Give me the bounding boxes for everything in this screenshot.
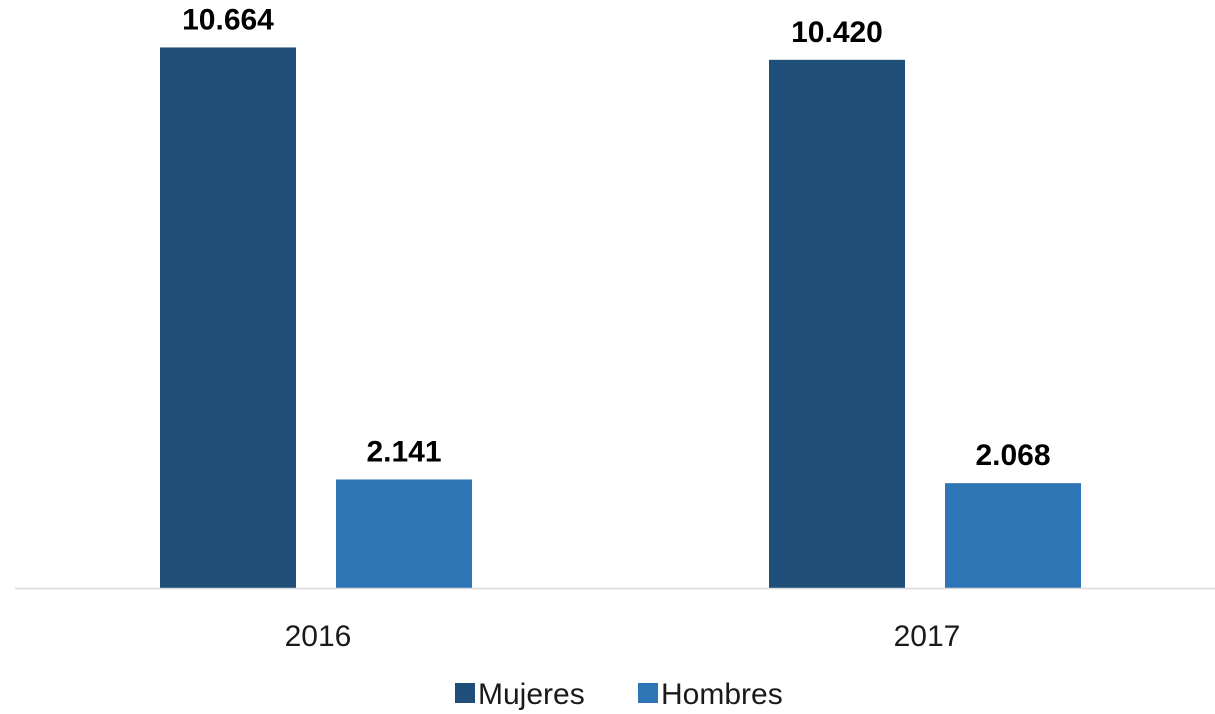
bar-mujeres-2017 — [769, 59, 905, 589]
legend-label-mujeres: Mujeres — [478, 678, 585, 711]
data-label-hombres-2017: 2.068 — [975, 439, 1050, 472]
data-labels-layer: 10.664 10.420 2.141 2.068 — [182, 3, 1050, 472]
bar-hombres-2017 — [945, 483, 1081, 588]
legend: Mujeres Hombres — [455, 678, 783, 711]
bar-hombres-2016 — [336, 479, 472, 588]
x-tick-label-2017: 2017 — [894, 620, 961, 653]
data-label-mujeres-2016: 10.664 — [182, 3, 274, 36]
x-axis-ticks: 2016 2017 — [285, 620, 961, 653]
data-label-mujeres-2017: 10.420 — [791, 16, 883, 49]
bar-mujeres-2016 — [160, 47, 296, 589]
legend-swatch-hombres — [638, 683, 658, 703]
x-tick-label-2016: 2016 — [285, 620, 352, 653]
legend-swatch-mujeres — [455, 683, 475, 703]
data-label-hombres-2016: 2.141 — [366, 435, 441, 468]
bars-layer — [160, 47, 1081, 589]
legend-label-hombres: Hombres — [661, 678, 783, 711]
